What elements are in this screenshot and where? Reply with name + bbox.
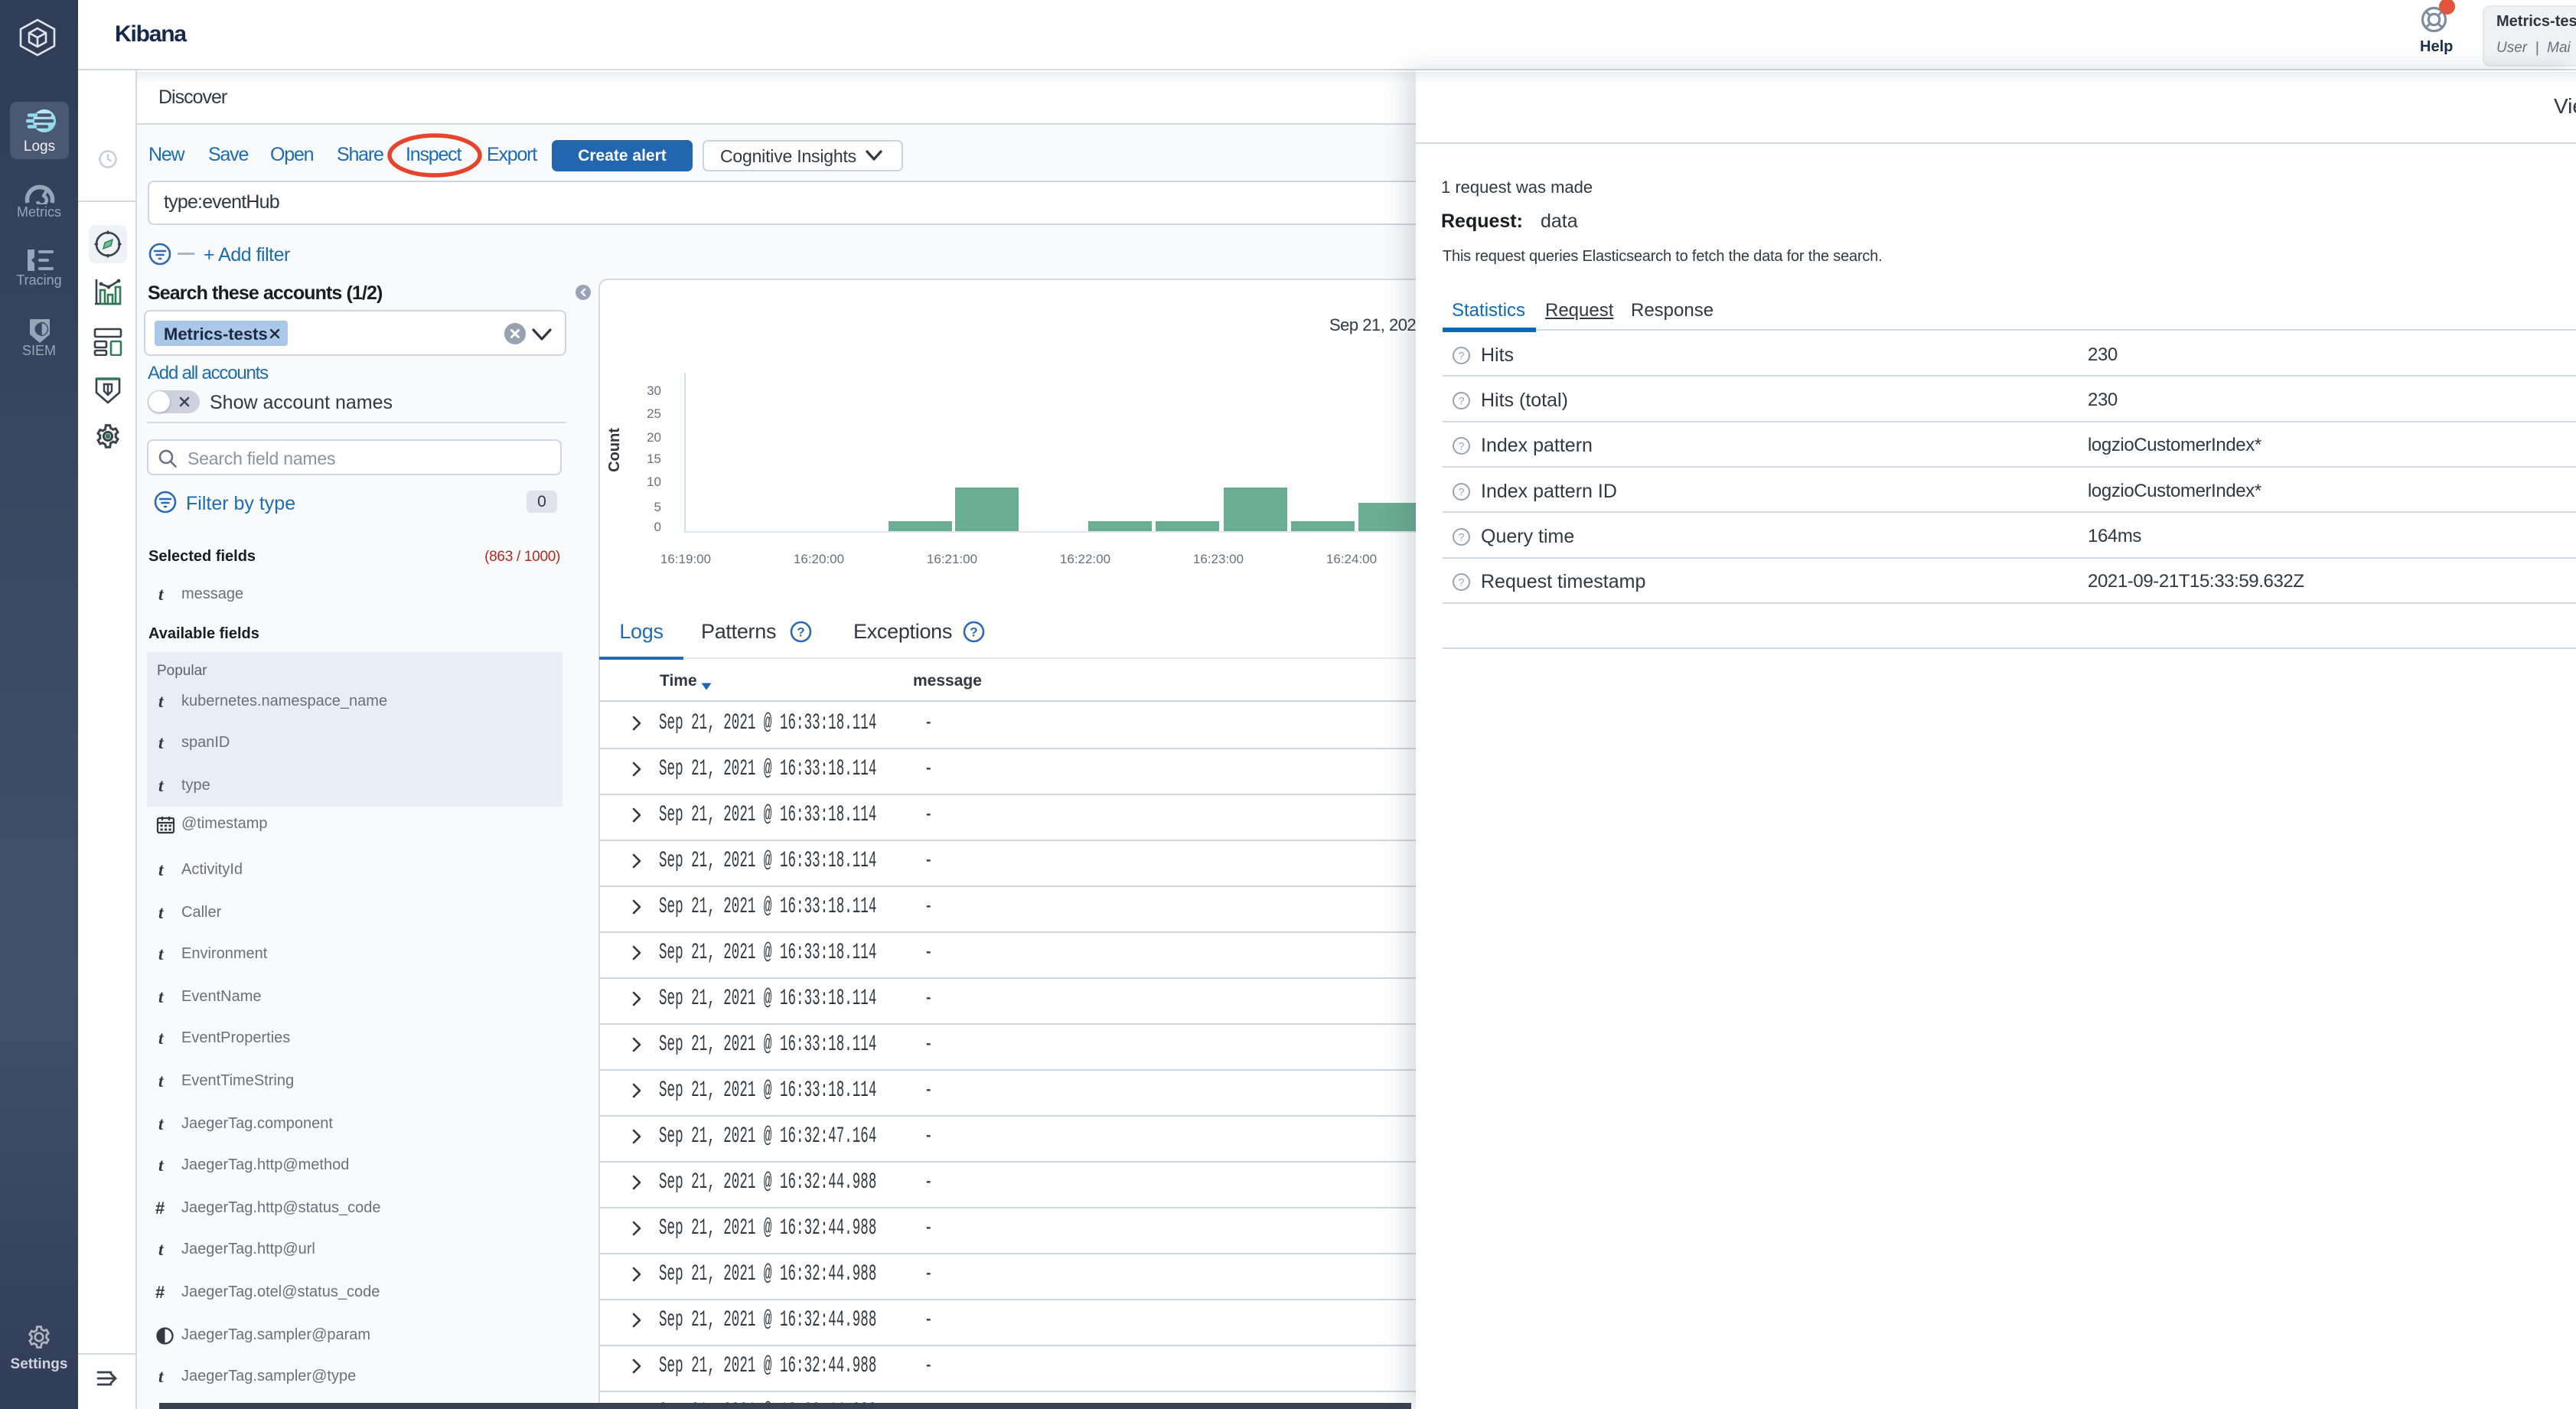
svg-text:?: ? xyxy=(797,625,804,640)
svg-text:?: ? xyxy=(1459,486,1465,498)
svg-text:?: ? xyxy=(1459,576,1465,589)
svg-text:?: ? xyxy=(1459,440,1465,452)
svg-text:Count: Count xyxy=(606,428,623,472)
svg-text:?: ? xyxy=(1459,395,1465,407)
svg-text:?: ? xyxy=(1459,350,1465,362)
svg-text:?: ? xyxy=(970,625,977,640)
svg-text:?: ? xyxy=(1459,531,1465,543)
